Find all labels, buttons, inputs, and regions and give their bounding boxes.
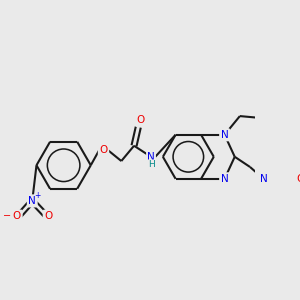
Text: O: O bbox=[13, 211, 21, 221]
Text: O: O bbox=[137, 115, 145, 125]
Text: +: + bbox=[34, 191, 41, 200]
Text: N: N bbox=[147, 152, 155, 162]
Text: O: O bbox=[297, 174, 300, 184]
Text: H: H bbox=[148, 160, 154, 169]
Text: O: O bbox=[99, 145, 108, 155]
Text: N: N bbox=[28, 196, 36, 206]
Text: N: N bbox=[221, 174, 229, 184]
Text: O: O bbox=[44, 211, 52, 221]
Text: N: N bbox=[221, 130, 229, 140]
Text: N: N bbox=[260, 174, 268, 184]
Text: −: − bbox=[3, 211, 11, 221]
